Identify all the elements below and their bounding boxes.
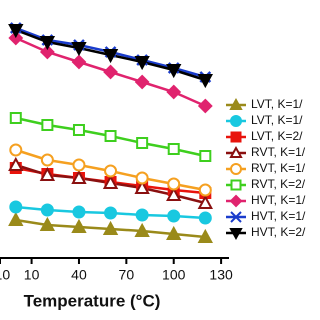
marker <box>40 153 54 167</box>
x-tick-label: 10 <box>24 267 40 283</box>
marker <box>102 220 119 235</box>
legend-marker <box>229 228 243 241</box>
marker <box>40 203 54 217</box>
marker <box>134 56 150 71</box>
legend-marker <box>230 115 242 127</box>
marker <box>8 24 24 39</box>
legend-label: LVT, K=2/ <box>251 129 303 143</box>
legend-label: LVT, K=1/ <box>251 97 303 111</box>
x-tick-label: 130 <box>209 267 233 283</box>
marker <box>135 171 149 185</box>
marker <box>198 211 212 225</box>
marker <box>39 36 56 51</box>
legend-marker <box>230 211 242 223</box>
x-tick-label: -10 <box>0 267 10 283</box>
legend-label: LVT, K=1/ <box>251 113 303 127</box>
marker <box>104 130 117 142</box>
marker <box>134 179 150 194</box>
x-tick-label: 70 <box>119 267 135 283</box>
marker <box>167 209 181 223</box>
marker <box>72 158 86 172</box>
marker <box>134 74 150 90</box>
marker <box>71 42 87 57</box>
x-tick-label: 40 <box>71 267 87 283</box>
marker <box>8 211 24 226</box>
marker <box>198 183 212 197</box>
marker <box>197 228 213 243</box>
marker <box>9 143 23 157</box>
legend-label: RVT, K=1/ <box>251 161 306 175</box>
legend-marker <box>229 194 243 208</box>
marker <box>199 150 212 162</box>
marker <box>39 44 55 60</box>
marker <box>104 206 118 220</box>
marker <box>134 222 150 237</box>
marker <box>103 64 118 80</box>
legend-marker <box>230 131 242 143</box>
marker <box>9 112 22 124</box>
marker <box>8 156 24 171</box>
marker <box>166 186 182 201</box>
marker <box>71 218 87 233</box>
legend-marker <box>229 97 243 110</box>
x-axis-label: Temperature (°C) <box>24 291 161 310</box>
marker <box>9 200 23 214</box>
marker <box>136 137 149 149</box>
marker <box>41 119 54 131</box>
marker <box>72 124 85 136</box>
marker <box>197 98 213 114</box>
marker <box>197 194 213 209</box>
marker <box>71 169 87 184</box>
marker <box>102 49 119 64</box>
marker <box>72 205 86 219</box>
legend-label: HVT, K=1/ <box>251 209 306 223</box>
marker <box>104 164 118 178</box>
marker <box>39 166 56 181</box>
marker <box>197 74 213 89</box>
legend-label: HVT, K=1/ <box>251 193 306 207</box>
marker <box>166 225 182 240</box>
marker <box>135 208 149 222</box>
legend-marker <box>230 179 242 191</box>
marker <box>166 64 182 79</box>
marker <box>167 143 180 155</box>
marker <box>166 84 182 100</box>
legend-label: RVT, K=2/ <box>251 177 306 191</box>
legend-marker <box>229 145 243 158</box>
marker <box>102 174 119 189</box>
x-tick-label: 100 <box>162 267 186 283</box>
marker <box>39 216 56 231</box>
legend-marker <box>230 163 242 175</box>
legend-label: RVT, K=1/ <box>251 145 306 159</box>
legend-label: HVT, K=2/ <box>251 225 306 239</box>
marker <box>71 54 87 70</box>
marker <box>167 177 181 191</box>
